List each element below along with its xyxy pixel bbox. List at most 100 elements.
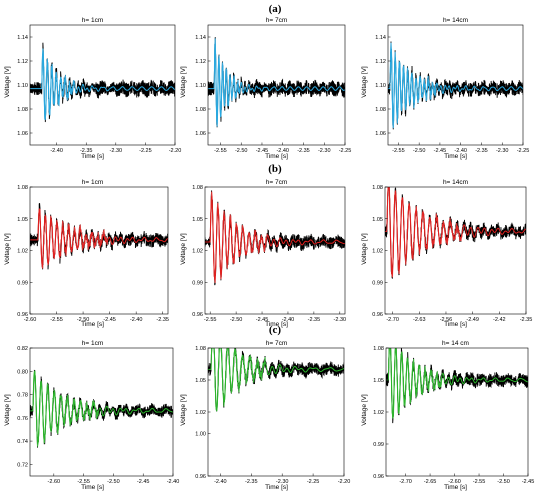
series-raw (208, 348, 344, 412)
y-tick-label: 1.05 (192, 217, 203, 223)
x-tick-label: -2.45 (434, 148, 447, 154)
y-tick-label: 1.14 (195, 35, 206, 41)
y-tick-label: 0.99 (17, 280, 28, 286)
y-tick-label: 0.76 (17, 416, 28, 422)
y-tick-label: 1.08 (195, 346, 206, 352)
x-tick-label: -2.63 (413, 317, 426, 323)
y-tick-label: 1.10 (195, 83, 206, 89)
y-axis-title: Voltage [V] (180, 233, 187, 265)
y-axis-title: Voltage [V] (361, 66, 368, 98)
y-tick-label: 1.02 (373, 410, 384, 416)
x-tick-label: -2.35 (156, 317, 169, 323)
panel-b2: h= 7cm Time [s] Voltage [V] -2.55 -2.50 -2… (180, 179, 346, 328)
x-tick-label: -2.60 (24, 317, 37, 323)
x-axis-title: Time [s] (81, 321, 104, 328)
x-tick-label: -2.56 (440, 317, 453, 323)
y-axis-title: Voltage [V] (361, 233, 368, 265)
x-tick-label: -2.55 (50, 317, 63, 323)
x-tick-label: -2.70 (399, 479, 412, 485)
series-fit (30, 48, 175, 120)
x-tick-label: -2.55 (77, 479, 90, 485)
series-raw (30, 42, 175, 123)
y-tick-label: 1.10 (17, 83, 28, 89)
y-tick-label: 1.00 (195, 431, 206, 437)
panel-b3: h= 14cm Time [s] Voltage [V] -2.70 -2.63 -… (361, 179, 532, 328)
x-tick-label: -2.40 (282, 317, 295, 323)
x-tick-label: -2.20 (338, 479, 351, 485)
x-tick-label: -2.40 (50, 148, 63, 154)
row-label-a: (a) (269, 3, 282, 15)
panel-title: h= 1cm (82, 179, 104, 186)
x-tick-label: -2.60 (448, 479, 461, 485)
x-tick-label: -2.50 (235, 148, 248, 154)
x-tick-label: -2.55 (214, 148, 227, 154)
y-axis-title: Voltage [V] (4, 394, 11, 426)
x-tick-label: -2.40 (214, 479, 227, 485)
x-tick-label: -2.25 (139, 148, 152, 154)
plot-area (388, 41, 523, 130)
y-tick-label: 0.99 (372, 280, 383, 286)
x-tick-label: -2.42 (493, 317, 506, 323)
x-tick-label: -2.50 (230, 317, 243, 323)
panel-title: h= 14cm (443, 17, 468, 24)
panel-title: h= 1cm (82, 340, 104, 347)
x-tick-label: -2.55 (204, 317, 217, 323)
plot-area (208, 37, 345, 128)
series-fit (205, 196, 345, 281)
x-tick-label: -2.30 (276, 479, 289, 485)
plot-area (30, 203, 168, 270)
y-tick-label: 1.06 (17, 131, 28, 137)
y-tick-label: 1.05 (195, 378, 206, 384)
y-tick-label: 1.08 (17, 107, 28, 113)
x-tick-label: -2.45 (256, 148, 269, 154)
y-tick-label: 1.12 (17, 59, 28, 65)
x-axis-title: Time [s] (265, 153, 288, 160)
x-tick-label: -2.35 (245, 479, 258, 485)
x-tick-label: -2.40 (276, 148, 289, 154)
y-tick-label: 1.05 (373, 378, 384, 384)
x-tick-label: -2.40 (454, 148, 467, 154)
y-tick-label: 1.02 (17, 249, 28, 255)
x-tick-label: -2.50 (413, 148, 426, 154)
plot-frame (385, 347, 529, 477)
y-tick-label: 1.08 (17, 185, 28, 191)
x-tick-label: -2.25 (307, 479, 320, 485)
y-tick-label: 0.72 (17, 462, 28, 468)
y-tick-label: 1.06 (375, 131, 386, 137)
x-axis-title: Time [s] (265, 484, 288, 491)
x-tick-label: -2.25 (517, 148, 530, 154)
x-tick-label: -2.40 (167, 479, 180, 485)
series-fit (30, 208, 168, 267)
y-tick-label: 1.12 (375, 59, 386, 65)
plot-area (385, 187, 526, 279)
panel-title: h= 7cm (266, 340, 288, 347)
series-raw (208, 37, 345, 128)
x-tick-label: -2.55 (392, 148, 405, 154)
y-tick-label: 1.05 (17, 217, 28, 223)
y-tick-label: 1.08 (373, 346, 384, 352)
series-fit (208, 43, 345, 125)
y-axis-title: Voltage [V] (4, 66, 11, 98)
x-tick-label: -2.25 (339, 148, 352, 154)
x-tick-label: -2.20 (169, 148, 182, 154)
x-axis-title: Time [s] (444, 484, 467, 491)
y-axis-title: Voltage [V] (361, 394, 368, 426)
row-label-b: (b) (268, 163, 282, 175)
plot-frame (29, 186, 169, 315)
y-tick-label: 0.74 (17, 439, 28, 445)
x-tick-label: -2.35 (475, 148, 488, 154)
panel-a3: h= 14cm Time [s] Voltage [V] -2.55 -2.50 -… (361, 17, 529, 160)
x-tick-label: -2.35 (308, 317, 321, 323)
x-tick-label: -2.60 (48, 479, 61, 485)
y-tick-label: 1.08 (372, 185, 383, 191)
series-fit (208, 348, 344, 411)
x-axis-title: Time [s] (81, 484, 104, 491)
plot-area (30, 369, 173, 448)
plot-area (205, 190, 345, 286)
series-fit (386, 348, 528, 419)
x-tick-label: -2.35 (520, 317, 533, 323)
y-tick-label: 1.02 (372, 249, 383, 255)
y-tick-label: 1.14 (375, 35, 386, 41)
y-tick-label: 0.96 (17, 312, 28, 318)
y-tick-label: 0.96 (372, 312, 383, 318)
